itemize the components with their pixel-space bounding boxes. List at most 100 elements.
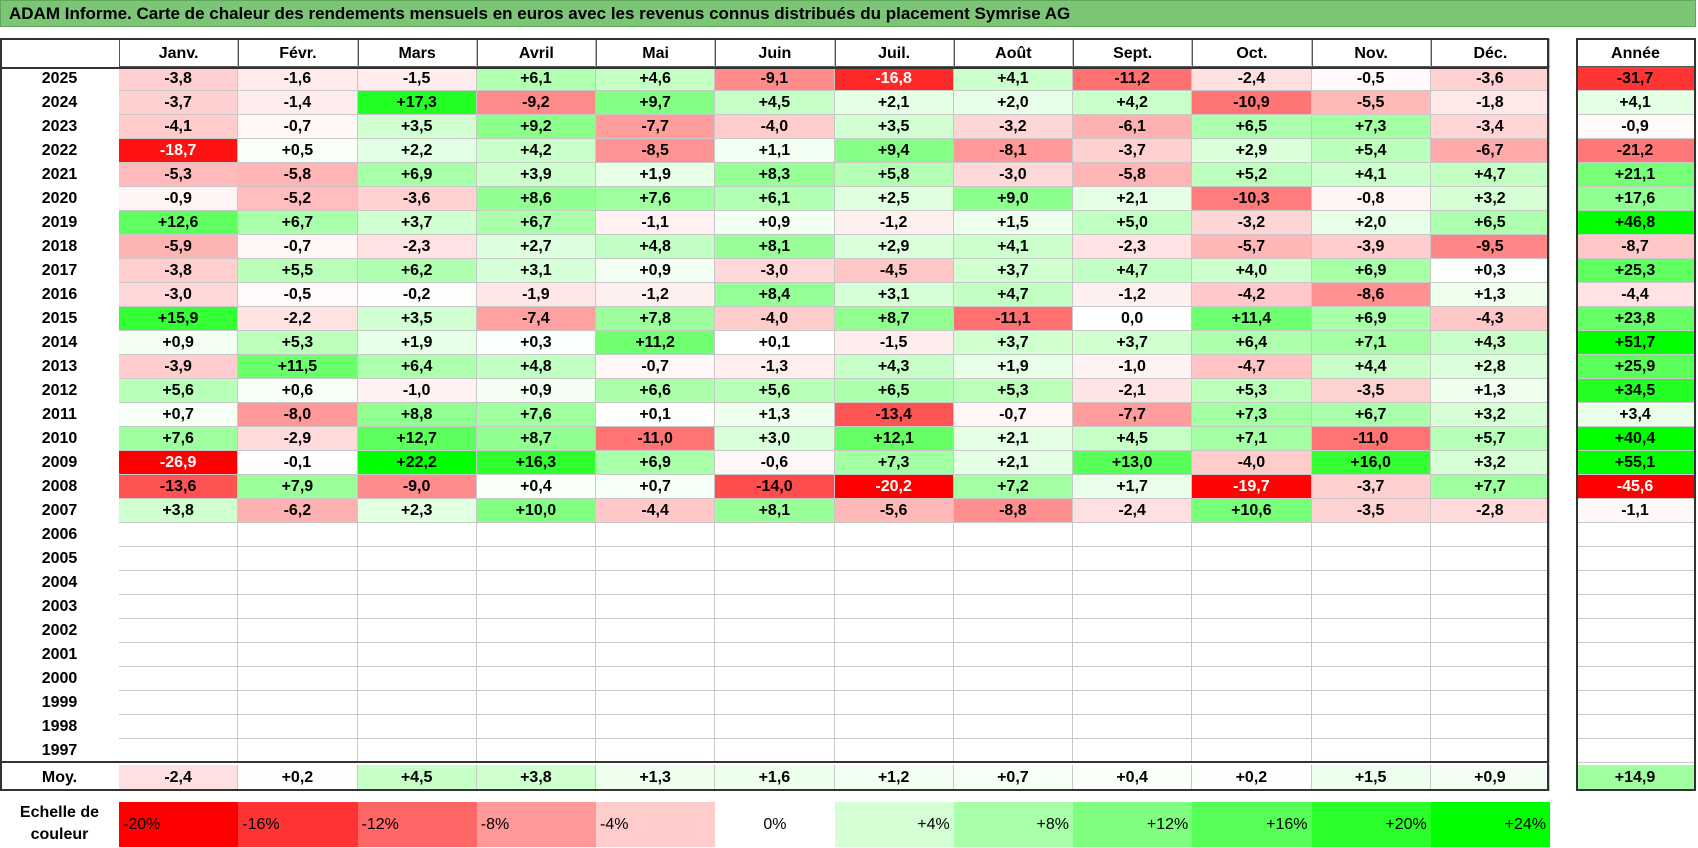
month-header: Févr. <box>238 39 358 67</box>
heatmap-cell <box>357 739 477 763</box>
heatmap-cell: -7,4 <box>476 307 596 331</box>
heatmap-cell: -26,9 <box>119 451 239 475</box>
heatmap-cell <box>119 571 239 595</box>
heatmap-cell: -14,0 <box>715 475 835 499</box>
heatmap-cell <box>1430 739 1550 763</box>
heatmap-cell: +6,4 <box>357 355 477 379</box>
average-cell: +1,2 <box>834 765 954 791</box>
heatmap-cell: -2,2 <box>238 307 358 331</box>
heatmap-cell: -0,7 <box>596 355 716 379</box>
average-cell: -2,4 <box>119 765 239 791</box>
heatmap-cell <box>715 715 835 739</box>
average-cell: +0,7 <box>953 765 1073 791</box>
heatmap-cell: -6,2 <box>238 499 358 523</box>
heatmap-cell: -11,0 <box>1311 427 1431 451</box>
heatmap-cell <box>1073 739 1193 763</box>
heatmap-cell <box>1311 571 1431 595</box>
heatmap-cell: +3,2 <box>1430 403 1550 427</box>
heatmap-cell: +1,9 <box>596 163 716 187</box>
year-label: 2024 <box>0 91 119 115</box>
heatmap-cell: -2,1 <box>1073 379 1193 403</box>
year-label: 2005 <box>0 547 119 571</box>
year-label: 2010 <box>0 427 119 451</box>
annual-cell <box>1576 595 1695 619</box>
heatmap-cell <box>953 571 1073 595</box>
heatmap-cell <box>596 547 716 571</box>
heatmap-cell: -1,0 <box>357 379 477 403</box>
heatmap-cell: -7,7 <box>596 115 716 139</box>
annual-cell: +34,5 <box>1576 379 1695 403</box>
heatmap-cell <box>238 691 358 715</box>
heatmap-cell: -19,7 <box>1192 475 1312 499</box>
heatmap-cell <box>953 619 1073 643</box>
heatmap-cell: +6,1 <box>476 67 596 91</box>
average-cell: +0,9 <box>1430 765 1550 791</box>
heatmap-cell <box>357 523 477 547</box>
heatmap-cell: +6,7 <box>476 211 596 235</box>
heatmap-cell: -4,0 <box>715 115 835 139</box>
heatmap-cell: +0,3 <box>1430 259 1550 283</box>
heatmap-cell <box>476 523 596 547</box>
heatmap-cell <box>596 739 716 763</box>
heatmap-cell: +3,7 <box>953 259 1073 283</box>
heatmap-cell <box>119 523 239 547</box>
heatmap-cell <box>1311 715 1431 739</box>
heatmap-cell: +5,2 <box>1192 163 1312 187</box>
heatmap-cell: -18,7 <box>119 139 239 163</box>
year-label: 2001 <box>0 643 119 667</box>
heatmap-cell: +7,1 <box>1192 427 1312 451</box>
heatmap-cell: +3,1 <box>476 259 596 283</box>
heatmap-cell <box>1430 523 1550 547</box>
heatmap-cell: +5,5 <box>238 259 358 283</box>
heatmap-cell <box>476 691 596 715</box>
heatmap-cell: +0,5 <box>238 139 358 163</box>
heatmap-cell <box>1192 547 1312 571</box>
heatmap-cell: +2,3 <box>357 499 477 523</box>
heatmap-cell: -3,5 <box>1311 379 1431 403</box>
heatmap-cell <box>596 595 716 619</box>
heatmap-cell <box>1311 739 1431 763</box>
heatmap-cell <box>1430 571 1550 595</box>
heatmap-cell <box>1430 643 1550 667</box>
average-annual-cell: +14,9 <box>1576 765 1695 791</box>
heatmap-cell: -8,0 <box>238 403 358 427</box>
year-label: 2016 <box>0 283 119 307</box>
heatmap-cell: +5,6 <box>119 379 239 403</box>
annual-cell <box>1576 691 1695 715</box>
year-label: 2004 <box>0 571 119 595</box>
color-scale-stop: +8% <box>953 802 1073 847</box>
heatmap-cell: -3,4 <box>1430 115 1550 139</box>
heatmap-cell: -5,8 <box>238 163 358 187</box>
month-header: Sept. <box>1073 39 1193 67</box>
heatmap-cell <box>238 523 358 547</box>
heatmap-cell: -9,2 <box>476 91 596 115</box>
heatmap-cell: -9,0 <box>357 475 477 499</box>
heatmap-cell <box>1192 715 1312 739</box>
year-label: 2011 <box>0 403 119 427</box>
heatmap-cell <box>834 547 954 571</box>
heatmap-cell: +11,5 <box>238 355 358 379</box>
heatmap-cell: +10,0 <box>476 499 596 523</box>
heatmap-cell: +4,1 <box>953 67 1073 91</box>
heatmap-cell: -4,4 <box>596 499 716 523</box>
annual-cell: -0,9 <box>1576 115 1695 139</box>
heatmap-cell: +12,1 <box>834 427 954 451</box>
heatmap-cell <box>596 619 716 643</box>
heatmap-cell <box>953 739 1073 763</box>
heatmap-cell <box>476 643 596 667</box>
heatmap-cell: +8,8 <box>357 403 477 427</box>
heatmap-cell: -5,8 <box>1073 163 1193 187</box>
heatmap-cell: -3,2 <box>1192 211 1312 235</box>
year-label: 1998 <box>0 715 119 739</box>
heatmap-cell <box>953 595 1073 619</box>
heatmap-cell: +2,9 <box>1192 139 1312 163</box>
year-label: 2003 <box>0 595 119 619</box>
heatmap-cell: +2,1 <box>834 91 954 115</box>
heatmap-cell: 0,0 <box>1073 307 1193 331</box>
heatmap-cell <box>596 715 716 739</box>
heatmap-cell: +0,1 <box>596 403 716 427</box>
color-scale-stop: +12% <box>1073 802 1193 847</box>
year-label: 2025 <box>0 67 119 91</box>
heatmap-cell: +4,3 <box>834 355 954 379</box>
color-scale-stop: +24% <box>1430 802 1550 847</box>
